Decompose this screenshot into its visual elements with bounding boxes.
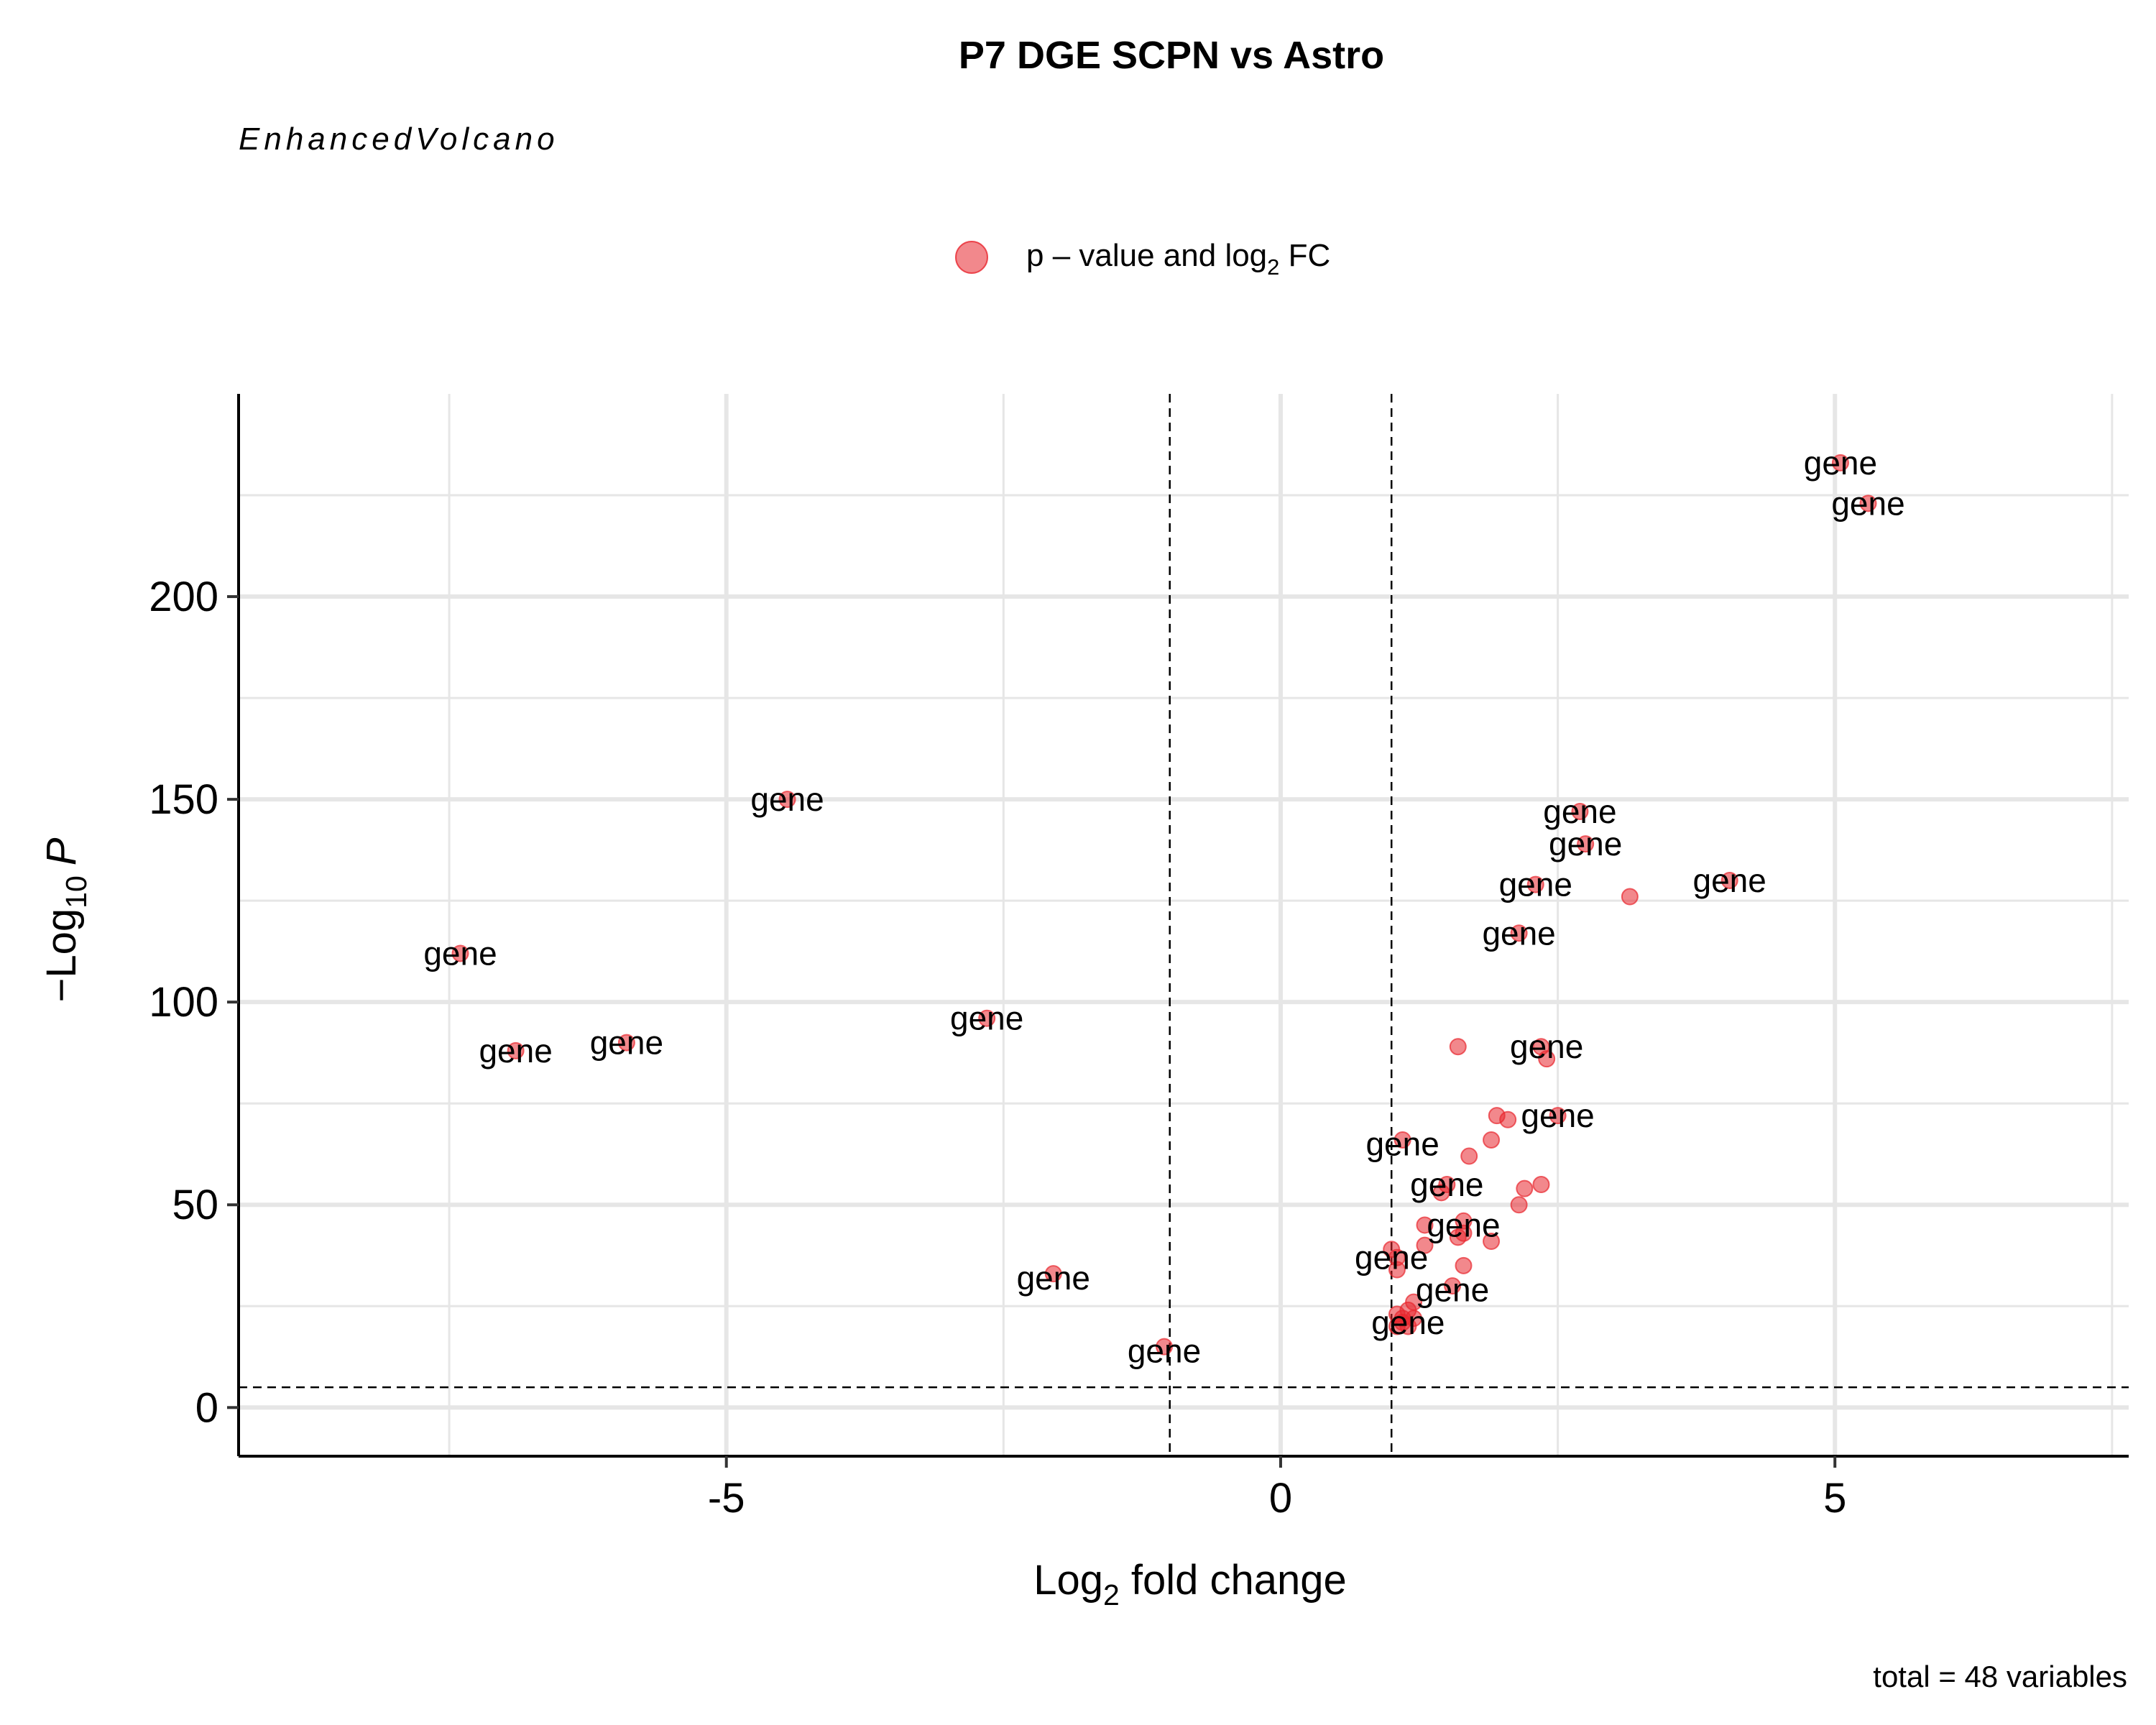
gridlines: [239, 394, 2129, 1456]
chart-title: P7 DGE SCPN vs Astro: [959, 34, 1384, 77]
point-label: gene: [423, 934, 497, 972]
data-point: [1444, 1277, 1462, 1295]
data-point: [1449, 1228, 1467, 1246]
point-label: gene: [1371, 1304, 1445, 1341]
data-point: [1393, 1131, 1411, 1149]
data-point: [1510, 924, 1528, 942]
data-point: [1532, 1176, 1550, 1194]
data-point: [1538, 1050, 1556, 1068]
point-label: gene: [1427, 1206, 1500, 1243]
data-point: [1516, 1179, 1534, 1197]
point-label: gene: [750, 781, 824, 818]
point-label: gene: [1549, 825, 1622, 862]
point-label: gene: [1499, 866, 1572, 903]
data-point: [978, 1009, 996, 1027]
legend-label: p – value and log2 FC: [1026, 238, 1330, 280]
point-label: gene: [1416, 1271, 1489, 1309]
point-label: gene: [479, 1032, 552, 1070]
chart-subtitle: EnhancedVolcano: [239, 121, 559, 157]
data-point: [1499, 1110, 1517, 1128]
point-label: gene: [1482, 914, 1555, 952]
x-tick-label: 0: [1269, 1475, 1292, 1522]
data-point: [778, 791, 796, 809]
data-point: [1526, 875, 1544, 893]
point-label: gene: [1365, 1126, 1439, 1163]
data-point: [1455, 1256, 1473, 1274]
data-point: [1483, 1131, 1501, 1149]
legend-key: [955, 241, 988, 274]
data-point: [1399, 1317, 1417, 1335]
data-point: [1460, 1147, 1478, 1165]
data-point: [1720, 871, 1738, 889]
y-tick-label: 0: [195, 1384, 218, 1431]
point-label: gene: [1831, 484, 1904, 522]
data-point: [1432, 1184, 1450, 1202]
point-label: gene: [1804, 444, 1877, 482]
data-point: [1549, 1107, 1567, 1125]
data-point: [1859, 494, 1877, 512]
data-point: [1831, 454, 1849, 472]
data-point: [1156, 1338, 1174, 1356]
data-point: [617, 1034, 635, 1052]
point-label: gene: [1521, 1097, 1594, 1134]
point-label: gene: [1543, 793, 1616, 830]
x-tick-label: -5: [708, 1475, 745, 1522]
point-label: gene: [1128, 1332, 1201, 1369]
y-axis-title: −Log10P: [38, 837, 93, 1002]
point-label: gene: [1017, 1259, 1090, 1297]
data-point: [1483, 1233, 1501, 1251]
data-point: [1449, 1038, 1467, 1056]
point-label: gene: [590, 1024, 663, 1062]
x-axis-title: Log2 fold change: [1033, 1557, 1347, 1611]
y-tick-label: 100: [149, 979, 218, 1026]
data-point: [1416, 1216, 1434, 1234]
y-tick-label: 150: [149, 776, 218, 823]
data-point: [507, 1041, 525, 1059]
point-label: gene: [1355, 1239, 1428, 1276]
data-point: [1571, 803, 1589, 821]
y-tick-label: 50: [172, 1182, 218, 1228]
legend: p – value and log2 FC: [955, 238, 1330, 280]
threshold-lines: [239, 394, 2129, 1456]
data-point: [1044, 1265, 1062, 1283]
point-label: gene: [1410, 1166, 1483, 1203]
data-points: [451, 454, 1877, 1356]
point-label: gene: [950, 1000, 1023, 1037]
y-tick-label: 200: [149, 574, 218, 620]
x-tick-label: 5: [1823, 1475, 1846, 1522]
chart-caption: total = 48 variables: [1873, 1660, 2127, 1693]
data-point: [1577, 835, 1595, 853]
point-label: gene: [1510, 1028, 1583, 1065]
point-label: gene: [1693, 862, 1766, 899]
data-point: [451, 944, 469, 962]
data-point: [1388, 1261, 1406, 1279]
data-point: [1621, 888, 1639, 906]
data-point: [1510, 1196, 1528, 1214]
data-point: [1416, 1236, 1434, 1254]
